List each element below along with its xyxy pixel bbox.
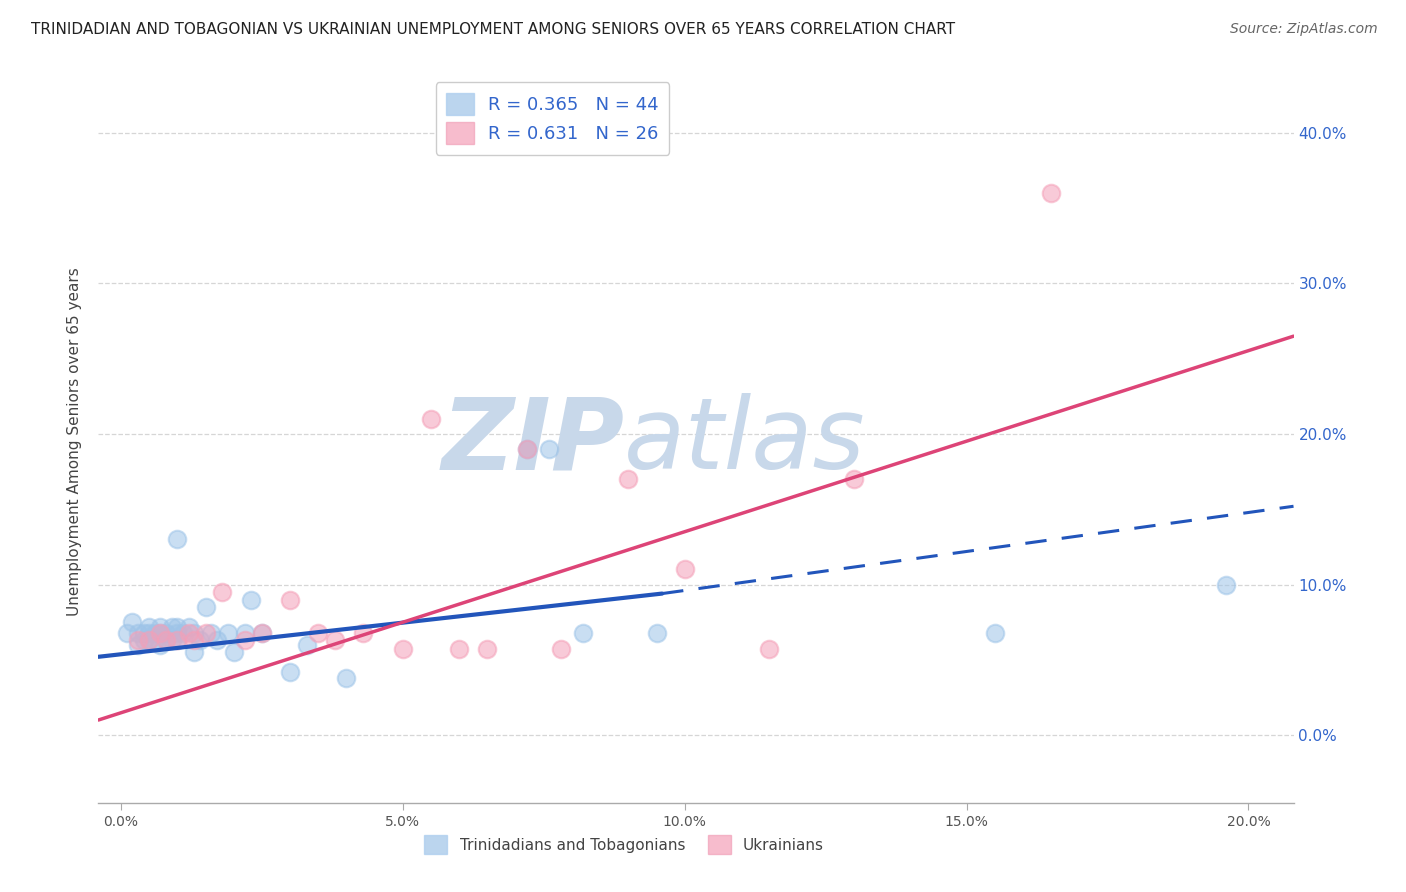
Point [200, 625, 222, 640]
Point [278, 665, 301, 679]
Point [295, 638, 318, 652]
Point [1040, 186, 1063, 201]
Point [160, 633, 183, 648]
Point [160, 620, 183, 634]
Point [352, 625, 374, 640]
Point [143, 625, 166, 640]
Point [188, 633, 211, 648]
Point [477, 642, 499, 657]
Point [127, 625, 149, 640]
Point [617, 472, 640, 486]
Point [121, 615, 143, 630]
Point [205, 633, 228, 648]
Point [183, 645, 205, 659]
Point [132, 625, 155, 640]
Text: atlas: atlas [624, 393, 866, 490]
Point [166, 633, 188, 648]
Point [149, 620, 172, 634]
Text: ZIP: ZIP [441, 393, 624, 490]
Point [127, 638, 149, 652]
Point [177, 620, 200, 634]
Point [278, 592, 301, 607]
Point [143, 633, 166, 648]
Point [138, 625, 160, 640]
Y-axis label: Unemployment Among Seniors over 65 years: Unemployment Among Seniors over 65 years [67, 268, 83, 615]
Point [516, 442, 538, 456]
Point [166, 625, 188, 640]
Point [217, 625, 239, 640]
Point [239, 592, 262, 607]
Point [250, 625, 273, 640]
Point [449, 642, 471, 657]
Point [132, 633, 155, 648]
Point [155, 633, 177, 648]
Point [155, 633, 177, 648]
Point [166, 633, 188, 648]
Point [211, 585, 233, 599]
Point [177, 625, 200, 640]
Point [307, 625, 329, 640]
Point [166, 533, 188, 547]
Text: TRINIDADIAN AND TOBAGONIAN VS UKRAINIAN UNEMPLOYMENT AMONG SENIORS OVER 65 YEARS: TRINIDADIAN AND TOBAGONIAN VS UKRAINIAN … [31, 22, 955, 37]
Point [984, 625, 1007, 640]
Legend: Trinidadians and Tobagonians, Ukrainians: Trinidadians and Tobagonians, Ukrainians [419, 830, 830, 860]
Point [183, 633, 205, 648]
Point [550, 642, 572, 657]
Point [149, 625, 172, 640]
Point [183, 625, 205, 640]
Point [842, 472, 865, 486]
Point [1215, 577, 1237, 591]
Point [115, 625, 138, 640]
Point [538, 442, 561, 456]
Point [758, 642, 780, 657]
Point [673, 562, 696, 576]
Point [194, 600, 217, 615]
Point [420, 412, 443, 426]
Point [645, 625, 668, 640]
Point [155, 625, 177, 640]
Point [166, 620, 188, 634]
Point [335, 671, 357, 685]
Point [250, 625, 273, 640]
Point [233, 625, 256, 640]
Point [149, 638, 172, 652]
Point [233, 633, 256, 648]
Point [323, 633, 346, 648]
Point [222, 645, 245, 659]
Point [138, 633, 160, 648]
Point [516, 442, 538, 456]
Point [127, 633, 149, 648]
Point [138, 633, 160, 648]
Text: Source: ZipAtlas.com: Source: ZipAtlas.com [1230, 22, 1378, 37]
Point [138, 620, 160, 634]
Point [172, 625, 194, 640]
Point [392, 642, 415, 657]
Point [572, 625, 595, 640]
Point [149, 625, 172, 640]
Point [194, 625, 217, 640]
